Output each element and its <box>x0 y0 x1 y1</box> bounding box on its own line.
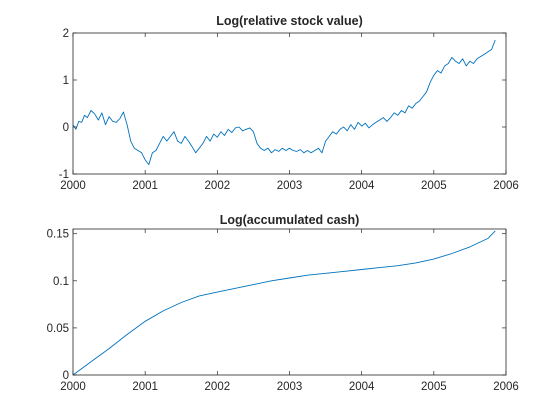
x-tick-label: 2001 <box>132 381 158 393</box>
plot-area <box>72 32 507 175</box>
y-tick-label: 0.1 <box>53 276 69 288</box>
y-tick-label: 1 <box>63 75 69 87</box>
chart-title: Log(relative stock value) <box>216 14 363 28</box>
y-tick-label: 2 <box>63 28 69 40</box>
y-tick-label: 0.15 <box>47 229 69 241</box>
y-tick-label: 0 <box>63 370 69 382</box>
y-tick-label: 0 <box>63 122 69 134</box>
chart-title: Log(accumulated cash) <box>220 213 360 227</box>
x-tick-label: 2002 <box>205 381 231 393</box>
series-line <box>72 39 496 166</box>
x-tick-label: 2003 <box>277 180 303 192</box>
plot-area <box>72 228 507 376</box>
x-tick-label: 2004 <box>349 381 375 393</box>
y-tick-label: -1 <box>59 169 69 181</box>
stock-value-chart: Log(relative stock value) 2000 2001 2002 20… <box>59 14 519 192</box>
x-tick-label: 2003 <box>277 381 303 393</box>
x-tick-label: 2005 <box>421 381 447 393</box>
x-tick-label: 2005 <box>421 180 447 192</box>
x-tick-label: 2006 <box>493 381 519 393</box>
x-tick-label: 2001 <box>132 180 158 192</box>
x-tick-label: 2002 <box>205 180 231 192</box>
x-tick-label: 2000 <box>60 180 86 192</box>
y-tick-label: 0.05 <box>47 323 69 335</box>
series-line <box>72 230 496 376</box>
accumulated-cash-chart: Log(accumulated cash) 2000 2001 2002 2003 20… <box>47 213 519 393</box>
x-tick-label: 2006 <box>493 180 519 192</box>
x-tick-label: 2000 <box>60 381 86 393</box>
x-tick-label: 2004 <box>349 180 375 192</box>
